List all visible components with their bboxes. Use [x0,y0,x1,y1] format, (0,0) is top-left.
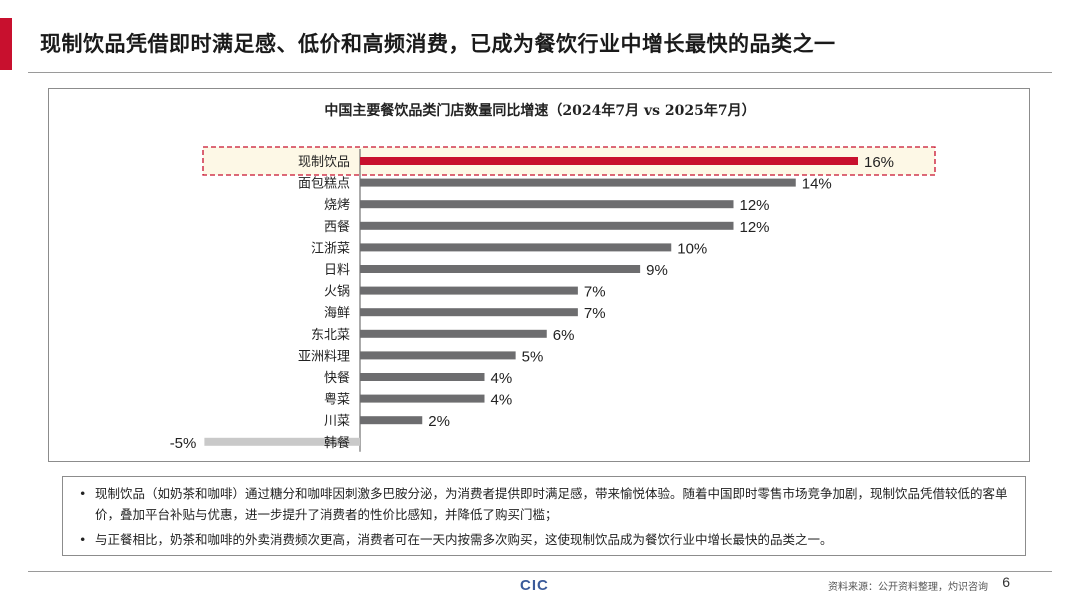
value-label: 12% [740,219,770,236]
value-label: 9% [646,262,668,279]
title-divider [28,72,1052,73]
bar-13 [204,437,360,446]
note-item-1: 现制饮品（如奶茶和咖啡）通过糖分和咖啡因刺激多巴胺分泌，为消费者提供即时满足感，… [77,483,1011,525]
bar-7 [360,308,578,317]
chart-frame [48,88,1030,462]
chart-title: 中国主要餐饮品类门店数量同比增速（2024年7月 vs 2025年7月） [324,103,756,119]
category-label: 粤菜 [324,392,350,408]
value-label: 4% [491,392,513,409]
accent-bar [0,18,12,70]
category-label: 面包糕点 [298,177,350,192]
category-label: 快餐 [324,370,350,386]
value-label: -5% [170,435,197,452]
bar-5 [360,265,641,273]
value-label: 4% [491,370,513,387]
bar-8 [360,329,547,338]
note-item-2: 与正餐相比，奶茶和咖啡的外卖消费频次更高，消费者可在一天内按需多次购买，这使现制… [77,529,1011,550]
bar-1 [360,178,796,187]
category-label: 川菜 [324,414,350,429]
value-label: 7% [584,284,606,301]
footer-logo: CIC [520,577,549,594]
bar-2 [360,200,734,209]
bar-11 [360,394,485,403]
category-label: 亚洲料理 [298,349,350,364]
category-label: 韩餐 [324,435,350,451]
footer-source: 资料来源：公开资料整理，灼识咨询 [828,582,988,593]
bar-6 [360,286,578,295]
bar-10 [360,373,485,381]
page-number: 6 [1002,574,1010,590]
notes-box: 现制饮品（如奶茶和咖啡）通过糖分和咖啡因刺激多巴胺分泌，为消费者提供即时满足感，… [62,476,1026,556]
footer-divider [28,571,1052,572]
bar-0 [360,157,858,165]
bar-3 [360,221,734,230]
value-label: 14% [802,176,832,193]
category-label: 江浙菜 [311,241,350,256]
category-label: 海鲜 [324,306,350,321]
value-label: 16% [864,154,894,171]
value-label: 7% [584,305,606,322]
category-label: 烧烤 [324,198,350,213]
value-label: 10% [677,240,707,257]
category-label: 现制饮品 [298,155,350,170]
page-title: 现制饮品凭借即时满足感、低价和高频消费，已成为餐饮行业中增长最快的品类之一 [40,31,836,56]
bar-4 [360,243,672,252]
value-label: 6% [553,327,575,344]
category-label: 火锅 [324,284,350,300]
bar-12 [360,416,423,425]
value-label: 12% [740,197,770,214]
category-label: 日料 [324,263,350,278]
value-label: 5% [522,348,544,365]
category-label: 西餐 [324,219,350,235]
bar-9 [360,351,516,360]
category-label: 东北菜 [311,328,350,343]
value-label: 2% [428,413,450,430]
